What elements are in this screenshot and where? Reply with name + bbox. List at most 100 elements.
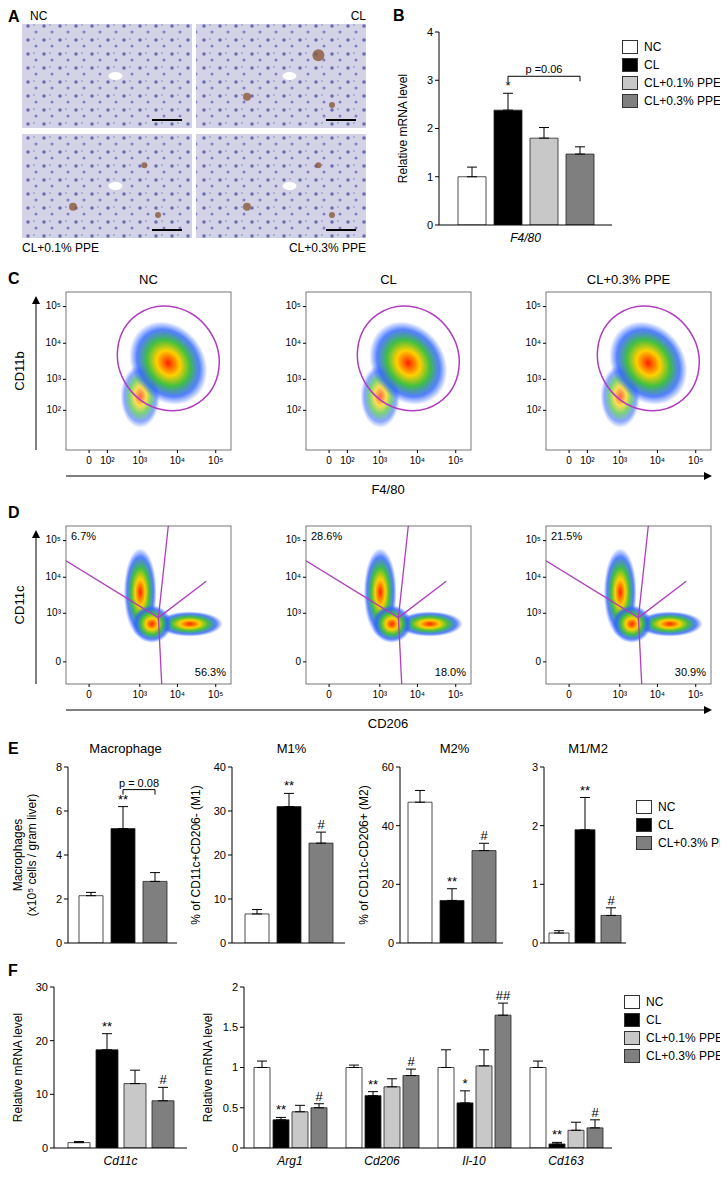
svg-text:0: 0 bbox=[42, 1142, 48, 1154]
svg-text:1: 1 bbox=[232, 1061, 238, 1073]
svg-text:0: 0 bbox=[55, 656, 61, 667]
svg-text:CL: CL bbox=[351, 9, 367, 23]
svg-text:10: 10 bbox=[36, 1088, 48, 1100]
svg-text:(x10⁵ cells / gram liver): (x10⁵ cells / gram liver) bbox=[25, 794, 39, 916]
svg-text:Relative mRNA level: Relative mRNA level bbox=[11, 1013, 25, 1122]
svg-text:10⁵: 10⁵ bbox=[286, 300, 301, 311]
svg-text:**: ** bbox=[276, 1102, 286, 1117]
svg-text:CL: CL bbox=[380, 272, 397, 287]
svg-text:10³: 10³ bbox=[287, 607, 302, 618]
svg-text:10⁴: 10⁴ bbox=[170, 455, 185, 466]
svg-text:Relative mRNA level: Relative mRNA level bbox=[201, 1013, 215, 1122]
svg-text:#: # bbox=[591, 1105, 599, 1120]
svg-text:*: * bbox=[462, 1076, 467, 1091]
svg-text:Macrophages: Macrophages bbox=[11, 819, 25, 892]
svg-text:6: 6 bbox=[56, 805, 62, 817]
svg-text:10⁵: 10⁵ bbox=[46, 300, 61, 311]
svg-text:p =0.06: p =0.06 bbox=[525, 63, 562, 75]
svg-text:10³: 10³ bbox=[47, 607, 62, 618]
svg-text:**: ** bbox=[368, 1077, 378, 1092]
svg-text:28.6%: 28.6% bbox=[311, 530, 342, 542]
svg-text:10⁴: 10⁴ bbox=[46, 337, 61, 348]
svg-text:% of CD11c-CD206+ (M2): % of CD11c-CD206+ (M2) bbox=[357, 785, 371, 925]
svg-text:20: 20 bbox=[36, 1035, 48, 1047]
svg-text:0: 0 bbox=[566, 455, 572, 466]
svg-text:0: 0 bbox=[232, 1142, 238, 1154]
svg-text:NC: NC bbox=[30, 9, 48, 23]
svg-text:8: 8 bbox=[56, 761, 62, 773]
svg-text:10⁵: 10⁵ bbox=[448, 455, 463, 466]
svg-text:21.5%: 21.5% bbox=[551, 530, 582, 542]
svg-text:20: 20 bbox=[382, 878, 394, 890]
svg-text:CL+0.3% PPE: CL+0.3% PPE bbox=[587, 272, 671, 287]
svg-text:D: D bbox=[8, 504, 20, 521]
svg-text:0: 0 bbox=[388, 937, 394, 949]
svg-text:10: 10 bbox=[214, 893, 226, 905]
svg-text:10³: 10³ bbox=[527, 373, 542, 384]
svg-text:Cd163: Cd163 bbox=[548, 1154, 584, 1168]
svg-text:2: 2 bbox=[427, 122, 433, 134]
svg-text:10²: 10² bbox=[47, 404, 62, 415]
svg-text:**: ** bbox=[102, 1019, 112, 1034]
svg-text:0: 0 bbox=[535, 656, 541, 667]
svg-text:Arg1: Arg1 bbox=[276, 1154, 302, 1168]
svg-text:Il-10: Il-10 bbox=[462, 1154, 486, 1168]
svg-text:40: 40 bbox=[214, 761, 226, 773]
svg-text:10³: 10³ bbox=[613, 455, 628, 466]
svg-text:% of CD11c+CD206- (M1): % of CD11c+CD206- (M1) bbox=[189, 785, 203, 925]
svg-text:2: 2 bbox=[232, 981, 238, 993]
svg-text:#: # bbox=[315, 1089, 323, 1104]
svg-text:**: ** bbox=[580, 783, 590, 798]
svg-text:10⁴: 10⁴ bbox=[170, 689, 185, 700]
svg-text:0: 0 bbox=[326, 455, 332, 466]
svg-text:10³: 10³ bbox=[373, 689, 388, 700]
svg-text:#: # bbox=[159, 1072, 167, 1087]
svg-text:3: 3 bbox=[532, 761, 538, 773]
svg-text:30: 30 bbox=[214, 805, 226, 817]
svg-text:NC: NC bbox=[139, 272, 158, 287]
svg-text:30: 30 bbox=[36, 981, 48, 993]
svg-text:0: 0 bbox=[220, 937, 226, 949]
svg-text:10²: 10² bbox=[100, 455, 115, 466]
svg-text:1: 1 bbox=[532, 878, 538, 890]
svg-text:0: 0 bbox=[532, 937, 538, 949]
svg-text:6.7%: 6.7% bbox=[71, 530, 96, 542]
svg-text:1: 1 bbox=[427, 171, 433, 183]
svg-text:0: 0 bbox=[295, 656, 301, 667]
svg-text:**: ** bbox=[552, 1127, 562, 1142]
svg-text:0: 0 bbox=[427, 219, 433, 231]
svg-text:10⁵: 10⁵ bbox=[208, 689, 223, 700]
svg-text:0: 0 bbox=[86, 689, 92, 700]
svg-text:##: ## bbox=[496, 988, 511, 1003]
svg-text:10⁴: 10⁴ bbox=[410, 455, 425, 466]
svg-text:60: 60 bbox=[382, 761, 394, 773]
svg-text:0: 0 bbox=[326, 689, 332, 700]
svg-text:CD11b: CD11b bbox=[12, 351, 27, 391]
svg-text:10⁵: 10⁵ bbox=[688, 455, 703, 466]
svg-text:Relative mRNA level: Relative mRNA level bbox=[396, 74, 410, 183]
svg-text:10²: 10² bbox=[580, 455, 595, 466]
svg-text:10⁵: 10⁵ bbox=[526, 534, 541, 545]
svg-text:10²: 10² bbox=[340, 455, 355, 466]
svg-text:2: 2 bbox=[532, 820, 538, 832]
svg-text:10⁴: 10⁴ bbox=[650, 689, 665, 700]
svg-text:p = 0.08: p = 0.08 bbox=[119, 777, 159, 789]
svg-text:10⁴: 10⁴ bbox=[410, 689, 425, 700]
svg-text:10³: 10³ bbox=[287, 373, 302, 384]
svg-text:10⁵: 10⁵ bbox=[46, 534, 61, 545]
svg-text:3: 3 bbox=[427, 74, 433, 86]
svg-text:0.5: 0.5 bbox=[223, 1102, 238, 1114]
svg-text:A: A bbox=[8, 8, 20, 25]
svg-text:10³: 10³ bbox=[133, 689, 148, 700]
svg-text:10³: 10³ bbox=[613, 689, 628, 700]
svg-text:30.9%: 30.9% bbox=[675, 666, 706, 678]
svg-text:10²: 10² bbox=[287, 404, 302, 415]
svg-text:0: 0 bbox=[56, 937, 62, 949]
svg-text:4: 4 bbox=[427, 26, 433, 38]
svg-text:**: ** bbox=[284, 778, 294, 793]
svg-text:C: C bbox=[8, 270, 20, 287]
svg-text:**: ** bbox=[447, 874, 457, 889]
svg-text:10³: 10³ bbox=[133, 455, 148, 466]
svg-text:10²: 10² bbox=[527, 404, 542, 415]
svg-text:0: 0 bbox=[566, 689, 572, 700]
